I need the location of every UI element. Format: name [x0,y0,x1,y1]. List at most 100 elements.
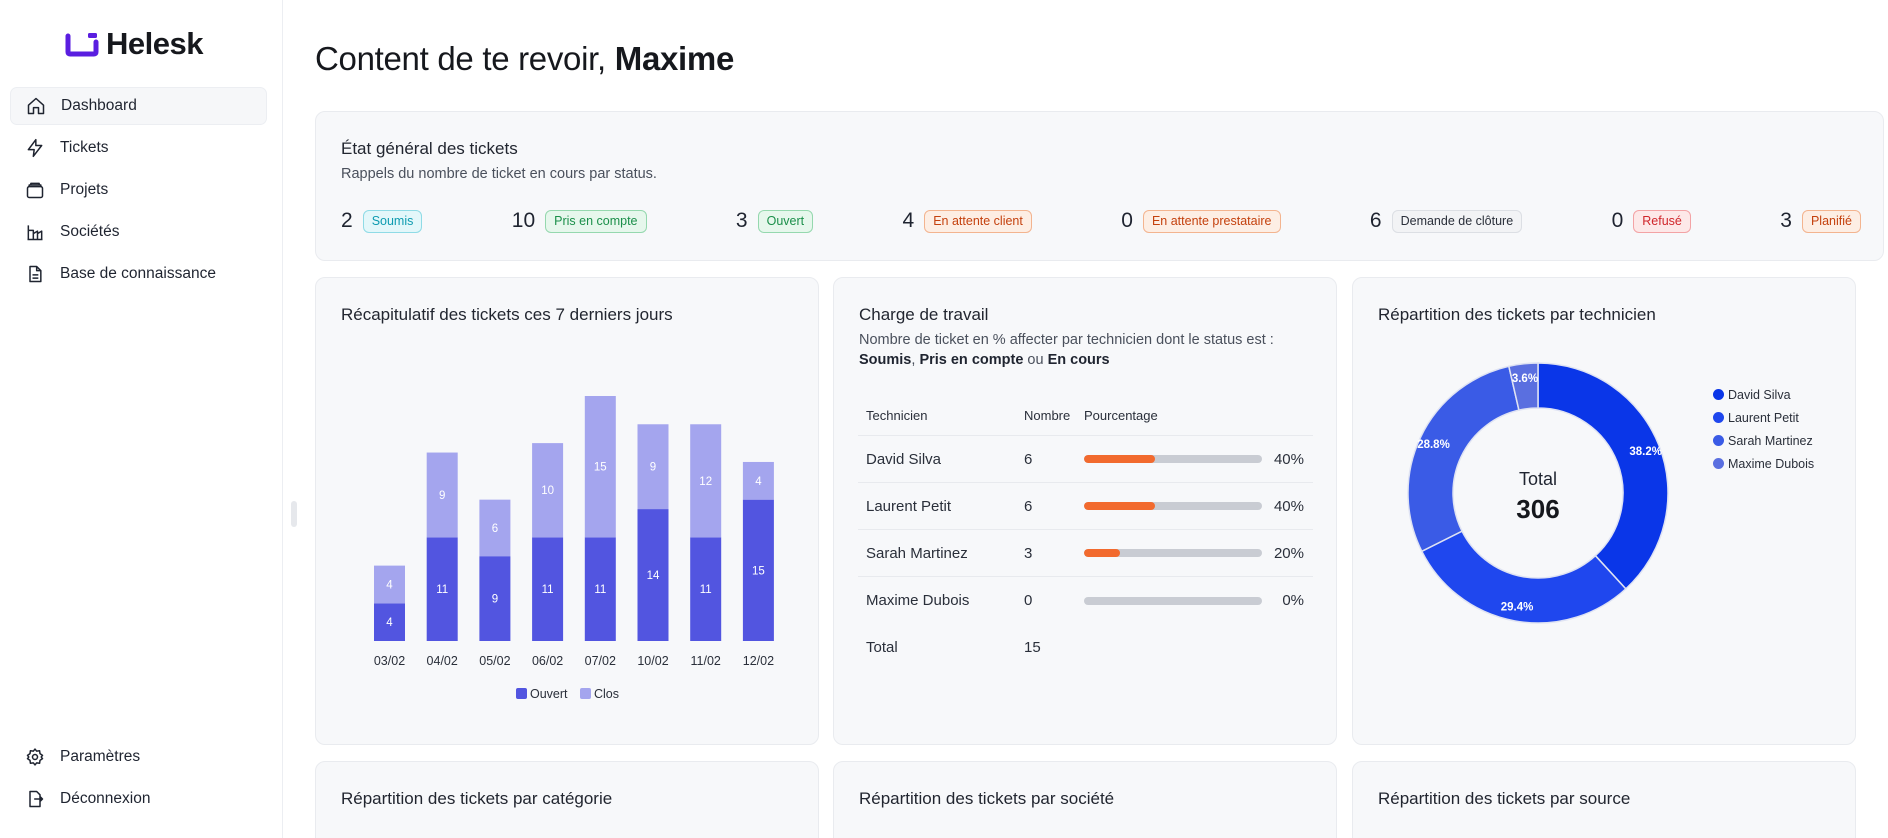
slice-label: 29.4% [1501,602,1534,614]
card-title: Charge de travail [859,305,989,324]
sidebar-item-dashboard[interactable]: Dashboard [10,87,267,125]
bar-clos[interactable] [532,443,564,538]
status-count: 0 [1611,209,1624,232]
sidebar-item-societes[interactable]: Sociétés [10,213,267,251]
status-item[interactable]: 10 Pris en compte [512,209,647,233]
user-name: Maxime [614,40,735,77]
status-item[interactable]: 2 Soumis [341,209,423,233]
status-summary-row: 2 Soumis 10 Pris en compte 3 Ouvert 4 En attent… [341,209,1861,233]
percentage-label: 40% [1273,497,1304,515]
sidebar-item-label: Projets [60,181,109,198]
ticket-count: 6 [1024,450,1033,468]
status-count: 6 [1369,209,1382,232]
card-title: Répartition des tickets par technicien [1378,305,1656,324]
status-item[interactable]: 0 En attente prestataire [1121,209,1281,233]
sidebar-resize-handle[interactable] [291,501,297,527]
sidebar-nav: Dashboard Tickets Projets Sociétés Base … [10,87,267,297]
legend-item[interactable]: Laurent Petit [1713,406,1814,429]
bar-ouvert[interactable] [426,537,458,641]
status-item[interactable]: 3 Ouvert [735,209,814,233]
bar-ouvert[interactable] [532,537,564,641]
legend-item[interactable]: David Silva [1713,383,1814,406]
bar-value-label: 11 [542,584,554,596]
donut-slice[interactable] [1420,530,1627,624]
status-count: 4 [902,209,915,232]
bar-ouvert[interactable] [374,603,405,641]
separator: , [911,352,920,368]
chart-legend: David Silva Laurent Petit Sarah Martinez Ma… [1713,383,1814,475]
total-value: 15 [1024,639,1041,656]
table-row: Laurent Petit 6 40% [858,483,1313,530]
bar-value-label: 4 [755,476,762,488]
bar-value-label: 11 [436,584,448,596]
status-item[interactable]: 6 Demande de clôture [1369,209,1523,233]
document-icon [29,265,42,283]
x-tick-label: 04/02 [427,654,458,668]
bar-value-label: 9 [492,594,498,606]
status-count: 3 [1780,209,1792,232]
status-soumis: Soumis [859,352,912,368]
x-tick-label: 06/02 [532,654,563,668]
status-badge: Ouvert [757,209,814,233]
logout-icon [29,790,44,808]
card-subtitle: Nombre de ticket en % affecter par techn… [859,330,1319,370]
status-count: 10 [511,209,536,232]
table-row: Maxime Dubois 0 0% [858,577,1313,624]
card-title: Répartition des tickets par source [1378,789,1631,808]
status-badge: Pris en compte [545,209,647,233]
bar-value-label: 6 [492,523,498,535]
status-item[interactable]: 4 En attente client [903,209,1032,233]
legend-item[interactable]: Maxime Dubois [1713,452,1814,475]
app-logo[interactable]: Helesk [64,26,203,62]
legend-dot [1713,412,1724,423]
bar-clos[interactable] [426,452,458,538]
bar-clos[interactable] [479,499,511,557]
sidebar-item-tickets[interactable]: Tickets [10,129,267,167]
progress-bar [1084,455,1262,463]
bar-value-label: 10 [541,485,554,497]
status-badge: En attente prestataire [1142,209,1281,233]
bar-ouvert[interactable] [479,556,511,641]
legend-label: Clos [594,687,619,701]
bar-ouvert[interactable] [690,537,722,641]
bar-clos[interactable] [637,424,669,510]
status-count: 0 [1121,209,1133,232]
sidebar-item-projets[interactable]: Projets [10,171,267,209]
progress-fill [1084,502,1156,510]
bar-ouvert[interactable] [584,537,616,641]
total-label: Total [866,639,898,656]
bar-clos[interactable] [690,424,722,538]
category-distribution-card: Répartition des tickets par catégorie [315,761,819,838]
status-item[interactable]: 3 Planifié [1780,209,1861,233]
ticket-count: 6 [1024,497,1033,515]
technician-name: Laurent Petit [866,497,952,515]
bar-value-label: 9 [650,462,656,474]
legend-item[interactable]: Sarah Martinez [1713,429,1814,452]
bar-ouvert[interactable] [637,509,669,641]
sidebar-item-deconnexion[interactable]: Déconnexion [10,780,267,818]
bar-clos[interactable] [584,396,616,538]
progress-bar [1084,502,1262,510]
legend-label: Ouvert [530,687,568,701]
sidebar-item-base-de-connaissance[interactable]: Base de connaissance [10,255,267,293]
sidebar-item-parametres[interactable]: Paramètres [10,738,267,776]
sidebar: Helesk Dashboard Tickets Projets Société… [0,0,283,838]
x-tick-label: 03/02 [374,654,405,668]
status-count: 3 [735,209,748,232]
donut-slice[interactable] [1507,362,1539,412]
donut-slice[interactable] [1537,362,1669,590]
legend-swatch [580,688,591,699]
tickets-bar-chart: 4 4 03/02 11 9 04/02 9 6 05/02 11 10 06/02 11 15 07/02… [374,396,774,701]
status-item[interactable]: 0 Refusé [1612,209,1691,233]
progress-fill [1084,549,1120,557]
bar-clos[interactable] [742,461,774,500]
source-distribution-card: Répartition des tickets par source [1352,761,1856,838]
progress-fill [1084,455,1156,463]
home-icon [27,97,45,115]
technician-name: David Silva [866,450,942,468]
bar-ouvert[interactable] [742,499,774,641]
x-tick-label: 12/02 [743,654,774,668]
bar-clos[interactable] [374,565,405,604]
card-title: État général des tickets [341,139,518,158]
sidebar-item-label: Dashboard [61,97,137,114]
